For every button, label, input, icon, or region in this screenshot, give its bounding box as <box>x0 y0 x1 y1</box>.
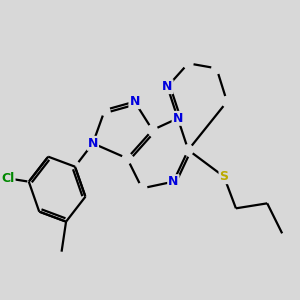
Text: N: N <box>168 175 178 188</box>
Text: N: N <box>162 80 172 93</box>
Text: N: N <box>88 137 98 150</box>
Text: S: S <box>220 170 229 183</box>
Text: N: N <box>172 112 183 125</box>
Text: Cl: Cl <box>1 172 15 185</box>
Text: N: N <box>129 95 140 108</box>
